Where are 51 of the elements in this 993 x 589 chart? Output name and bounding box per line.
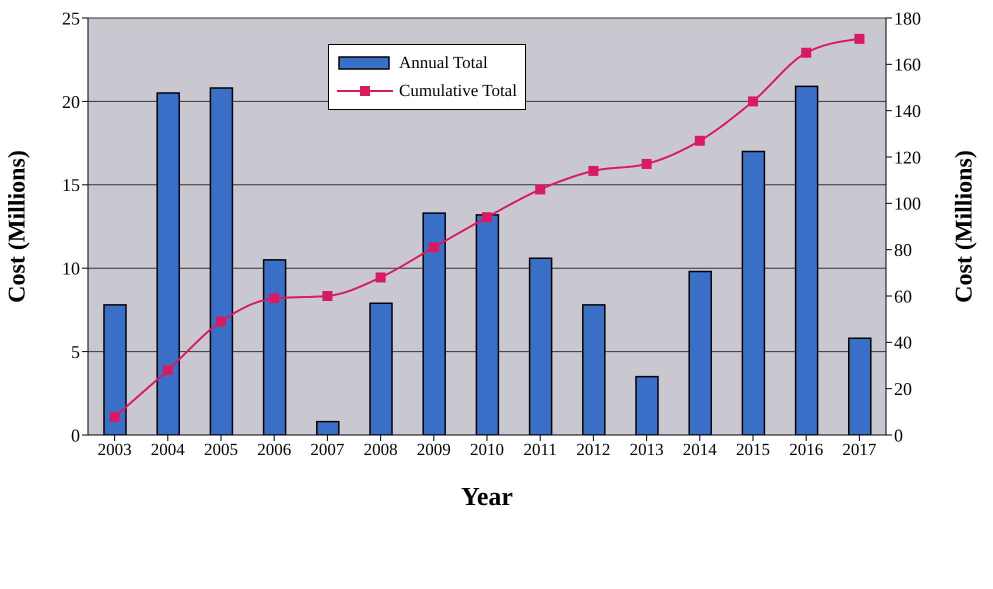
y2-tick-label: 40 xyxy=(894,332,912,353)
point xyxy=(269,293,280,304)
x-tick-label: 2009 xyxy=(416,440,451,460)
x-axis-title: Year xyxy=(461,482,513,511)
point xyxy=(428,242,439,252)
point xyxy=(376,272,386,282)
point xyxy=(694,136,705,146)
y2-tick-label: 180 xyxy=(894,8,921,28)
y-tick-label: 25 xyxy=(62,8,80,28)
y-tick-label: 0 xyxy=(71,425,80,446)
x-tick-label: 2016 xyxy=(789,440,824,460)
point xyxy=(588,166,598,176)
y-axis-title: Cost (Millions) xyxy=(4,150,31,303)
x-tick-label: 2008 xyxy=(364,440,398,460)
point xyxy=(162,365,173,376)
point xyxy=(482,212,492,222)
point xyxy=(642,158,652,169)
y2-tick-label: 160 xyxy=(894,54,921,75)
y2-tick-label: 80 xyxy=(894,240,912,260)
x-tick-label: 2012 xyxy=(576,440,610,460)
x-tick-label: 2004 xyxy=(150,440,186,460)
y2-tick-label: 140 xyxy=(894,101,921,122)
x-tick-label: 2014 xyxy=(682,440,718,460)
legend-label: Annual Total xyxy=(399,53,488,73)
y2-tick-label: 20 xyxy=(894,379,912,400)
point xyxy=(216,316,226,326)
y2-tick-label: 60 xyxy=(894,286,912,306)
x-tick-label: 2013 xyxy=(630,440,664,460)
point xyxy=(535,184,546,194)
y2-tick-label: 100 xyxy=(894,194,921,214)
y-tick-label: 20 xyxy=(62,92,80,112)
x-tick-label: 2005 xyxy=(204,440,238,460)
point xyxy=(801,48,812,58)
point xyxy=(748,96,758,106)
y-tick-label: 15 xyxy=(62,175,80,196)
point xyxy=(322,291,332,301)
x-tick-label: 2010 xyxy=(470,440,504,460)
y2-tick-label: 0 xyxy=(894,425,903,446)
y2-tick-label: 120 xyxy=(894,147,921,168)
x-tick-label: 2007 xyxy=(310,440,345,460)
y2-axis-title: Cost (Millions) xyxy=(952,150,978,303)
x-tick-label: 2011 xyxy=(524,440,557,460)
x-tick-label: 2003 xyxy=(98,440,132,460)
x-tick-label: 2017 xyxy=(842,440,877,460)
y-tick-label: 5 xyxy=(71,342,80,362)
point xyxy=(854,34,864,44)
x-tick-label: 2015 xyxy=(736,440,770,460)
y-tick-label: 10 xyxy=(62,258,80,279)
point xyxy=(110,412,120,422)
legend-label: Cumulative Total xyxy=(399,81,517,101)
x-tick-label: 2006 xyxy=(257,440,292,460)
